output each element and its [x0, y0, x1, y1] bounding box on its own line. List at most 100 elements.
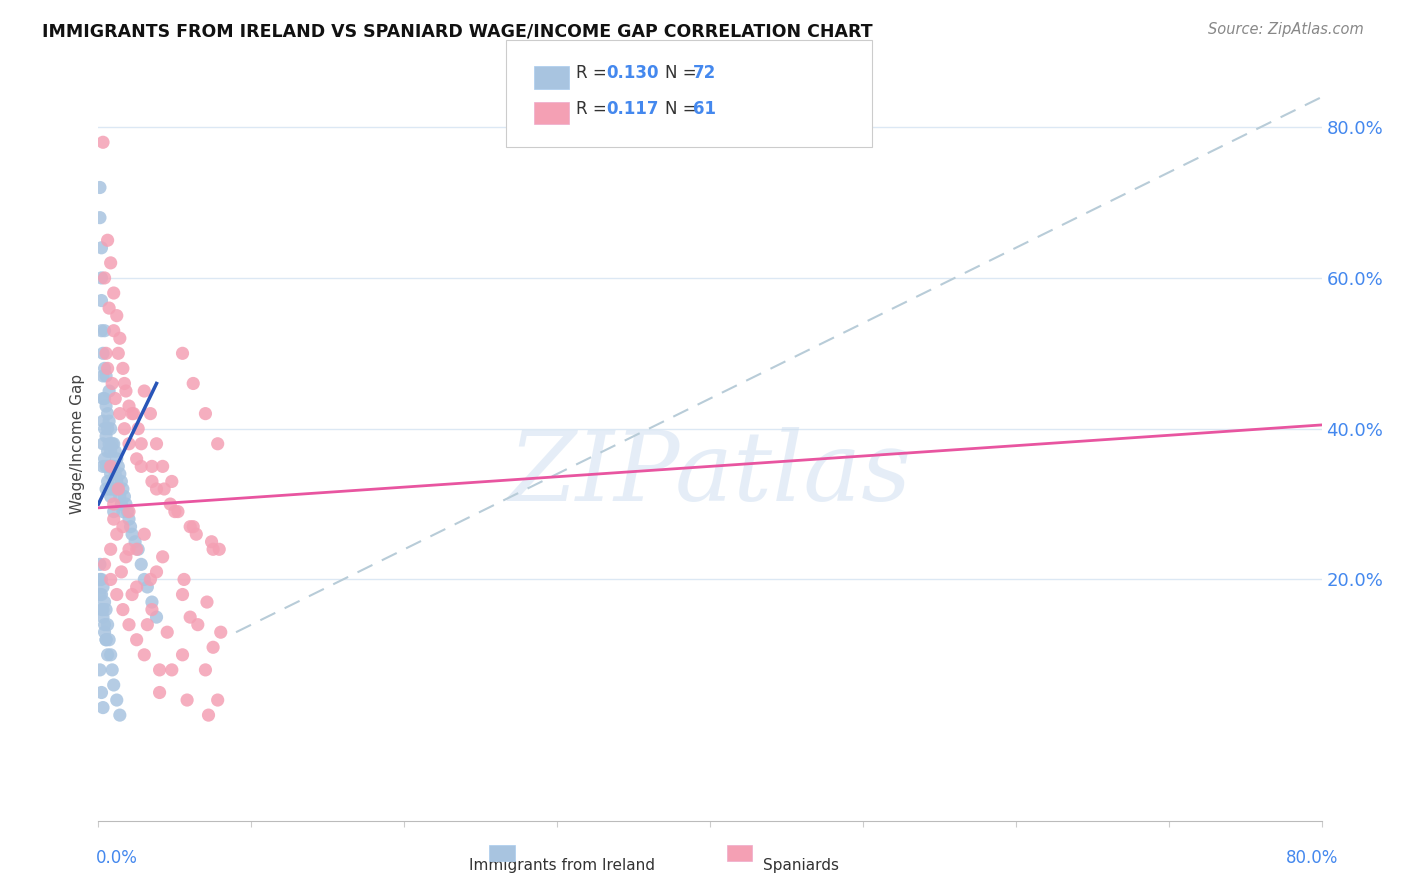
Point [179, 610, 201, 624]
Point [93, 595, 115, 609]
Point [167, 505, 190, 519]
Text: 80.0%: 80.0% [1286, 849, 1339, 867]
Point [125, 580, 148, 594]
Point [112, 490, 135, 504]
Point [134, 384, 156, 398]
Point [139, 573, 162, 587]
Text: IMMIGRANTS FROM IRELAND VS SPANIARD WAGE/INCOME GAP CORRELATION CHART: IMMIGRANTS FROM IRELAND VS SPANIARD WAGE… [42, 22, 873, 40]
Point [110, 565, 132, 579]
Point [93, 558, 115, 572]
Point [101, 482, 124, 496]
Point [156, 625, 179, 640]
Text: ZIPatlas: ZIPatlas [509, 427, 911, 521]
Point [152, 549, 174, 564]
Point [98, 301, 121, 315]
Point [111, 482, 134, 496]
Point [91, 392, 114, 406]
Point [97, 475, 120, 489]
Point [187, 617, 209, 632]
Point [105, 527, 128, 541]
Point [121, 527, 143, 541]
Point [195, 595, 218, 609]
Point [90, 271, 112, 285]
Point [90, 602, 112, 616]
Point [145, 482, 167, 496]
Point [93, 422, 115, 436]
Point [90, 241, 112, 255]
Point [94, 368, 117, 383]
Point [103, 324, 125, 338]
Point [100, 648, 122, 662]
Point [100, 256, 122, 270]
Point [97, 233, 120, 247]
Point [115, 549, 138, 564]
Point [98, 482, 121, 496]
Point [100, 542, 122, 557]
Point [91, 368, 114, 383]
Point [93, 451, 115, 466]
Point [134, 573, 156, 587]
Point [103, 512, 125, 526]
Point [101, 437, 124, 451]
Point [145, 437, 167, 451]
Point [200, 534, 222, 549]
Point [120, 519, 142, 533]
Point [105, 693, 128, 707]
Text: R =: R = [576, 64, 613, 82]
Point [141, 602, 163, 616]
Point [202, 542, 225, 557]
Text: N =: N = [665, 100, 696, 118]
Point [197, 708, 219, 723]
Point [125, 632, 148, 647]
Point [118, 437, 141, 451]
Point [129, 459, 152, 474]
Point [186, 527, 208, 541]
Point [207, 693, 229, 707]
Point [108, 467, 131, 481]
Point [153, 482, 176, 496]
Point [121, 588, 143, 602]
Point [97, 444, 120, 458]
Point [145, 610, 167, 624]
Point [103, 505, 125, 519]
Point [110, 475, 132, 489]
Point [125, 542, 148, 557]
Point [129, 437, 152, 451]
Point [90, 293, 112, 308]
Point [98, 437, 121, 451]
Point [100, 422, 122, 436]
Point [136, 580, 159, 594]
Point [103, 285, 125, 300]
Point [159, 497, 181, 511]
Point [141, 475, 163, 489]
Point [118, 542, 141, 557]
Point [97, 361, 120, 376]
Point [136, 617, 159, 632]
Point [105, 588, 128, 602]
Point [172, 648, 194, 662]
Point [108, 407, 131, 421]
Point [98, 459, 121, 474]
Point [173, 573, 195, 587]
Point [141, 595, 163, 609]
Point [107, 482, 129, 496]
Point [160, 663, 183, 677]
Point [179, 519, 201, 533]
Point [181, 519, 204, 533]
Point [110, 497, 132, 511]
Point [118, 617, 141, 632]
Y-axis label: Wage/Income Gap: Wage/Income Gap [70, 374, 86, 514]
Point [100, 573, 122, 587]
Point [104, 392, 127, 406]
Point [104, 467, 127, 481]
Point [94, 632, 117, 647]
Point [108, 490, 131, 504]
Point [91, 610, 114, 624]
Point [107, 459, 129, 474]
Point [104, 444, 127, 458]
Point [105, 451, 128, 466]
Text: Source: ZipAtlas.com: Source: ZipAtlas.com [1208, 22, 1364, 37]
Point [122, 407, 145, 421]
Point [89, 558, 111, 572]
Point [93, 392, 115, 406]
